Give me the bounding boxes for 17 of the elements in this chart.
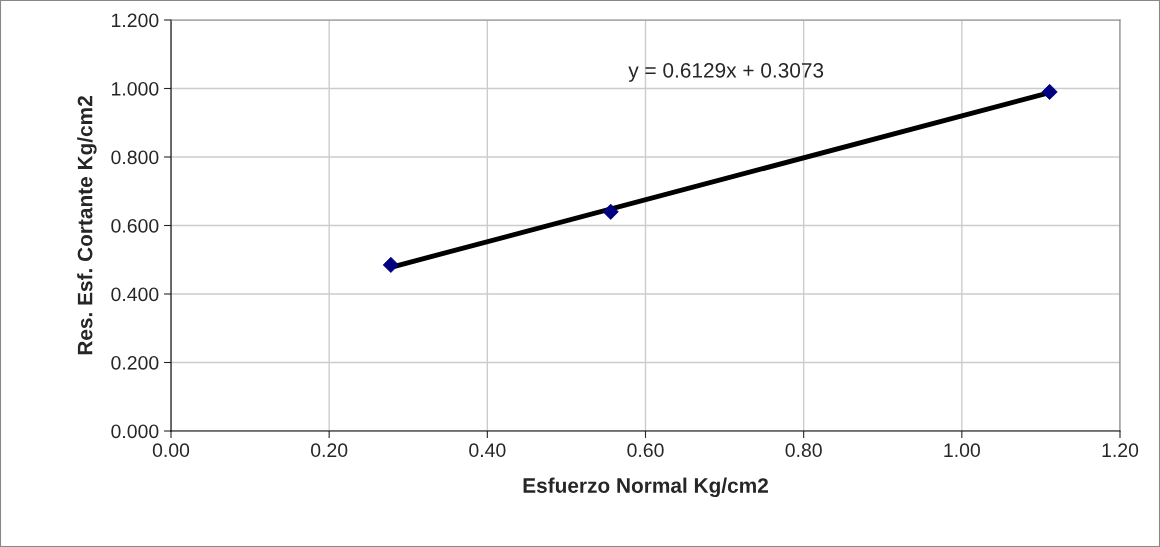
- y-tick-label: 0.200: [111, 355, 159, 370]
- y-axis-title: Res. Esf. Cortante Kg/cm2: [77, 96, 97, 355]
- x-axis-title: Esfuerzo Normal Kg/cm2: [523, 477, 768, 498]
- x-tick-label: 1.00: [944, 443, 980, 458]
- y-tick-label: 1.000: [112, 81, 159, 96]
- y-tick-label: 1.200: [112, 13, 159, 28]
- y-tick-label: 0.400: [111, 287, 159, 302]
- x-tick-label: 0.40: [469, 443, 506, 458]
- x-tick-label: 0.20: [311, 443, 348, 458]
- y-tick-label: 0.600: [111, 218, 159, 233]
- y-tick-label: 0.000: [111, 424, 159, 439]
- annotation: y = 0.6129x + 0.3073: [628, 62, 824, 82]
- x-tick-label: 0.80: [785, 443, 822, 458]
- x-tick-label: 0.60: [627, 443, 664, 458]
- y-tick-label: 0.800: [111, 150, 159, 165]
- x-tick-label: 1.20: [1102, 443, 1139, 458]
- x-tick-label: 0.00: [152, 443, 190, 458]
